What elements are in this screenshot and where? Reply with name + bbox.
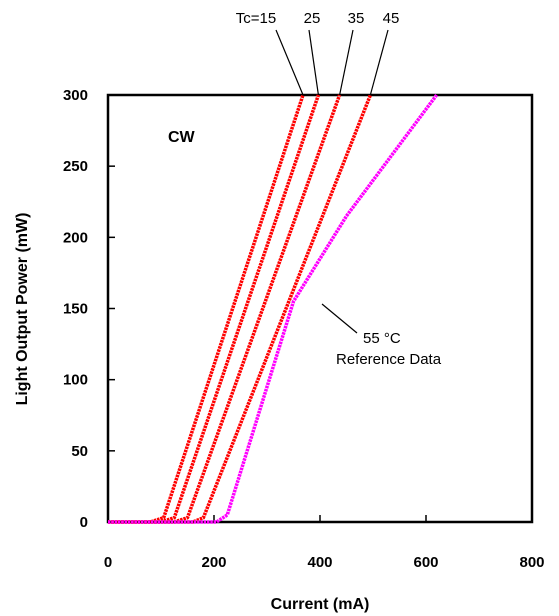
label-leader — [275, 29, 304, 96]
mode-label: CW — [168, 129, 196, 146]
series-label: Tc=15 — [236, 10, 276, 27]
y-tick-label: 0 — [80, 514, 88, 531]
series-line — [108, 94, 342, 524]
x-tick-label: 400 — [307, 554, 332, 571]
label-leader — [339, 29, 354, 96]
label-leader — [308, 29, 320, 96]
series-line — [108, 94, 305, 524]
series-label: 25 — [304, 10, 321, 27]
y-axis-label: Light Output Power (mW) — [14, 213, 31, 406]
y-tick-label: 150 — [63, 301, 88, 318]
reference-leader — [321, 303, 358, 334]
reference-annotation-line2: Reference Data — [336, 351, 442, 368]
reference-annotation-line1: 55 °C — [363, 330, 401, 347]
x-tick-labels: 0 200 400 600 800 — [104, 554, 545, 571]
y-tick-label: 50 — [71, 443, 88, 460]
x-tick-label: 600 — [413, 554, 438, 571]
y-tick-label: 100 — [63, 372, 88, 389]
x-tick-label: 0 — [104, 554, 112, 571]
y-tick-label: 300 — [63, 87, 88, 104]
axis-ticks — [107, 94, 533, 523]
x-tick-label: 800 — [519, 554, 544, 571]
series-lines — [108, 93, 439, 524]
label-leaders — [275, 29, 389, 334]
series-labels: Tc=15 25 35 45 — [236, 10, 400, 27]
y-tick-labels: 0 50 100 150 200 250 300 — [63, 87, 88, 531]
y-tick-label: 200 — [63, 229, 88, 246]
series-line — [108, 94, 373, 524]
series-label: 45 — [383, 10, 400, 27]
series-label: 35 — [348, 10, 365, 27]
label-leader — [369, 29, 389, 96]
y-tick-label: 250 — [63, 158, 88, 175]
x-tick-label: 200 — [201, 554, 226, 571]
x-axis-label: Current (mA) — [271, 596, 370, 613]
series-line — [108, 93, 439, 524]
plot-frame — [106, 93, 534, 524]
